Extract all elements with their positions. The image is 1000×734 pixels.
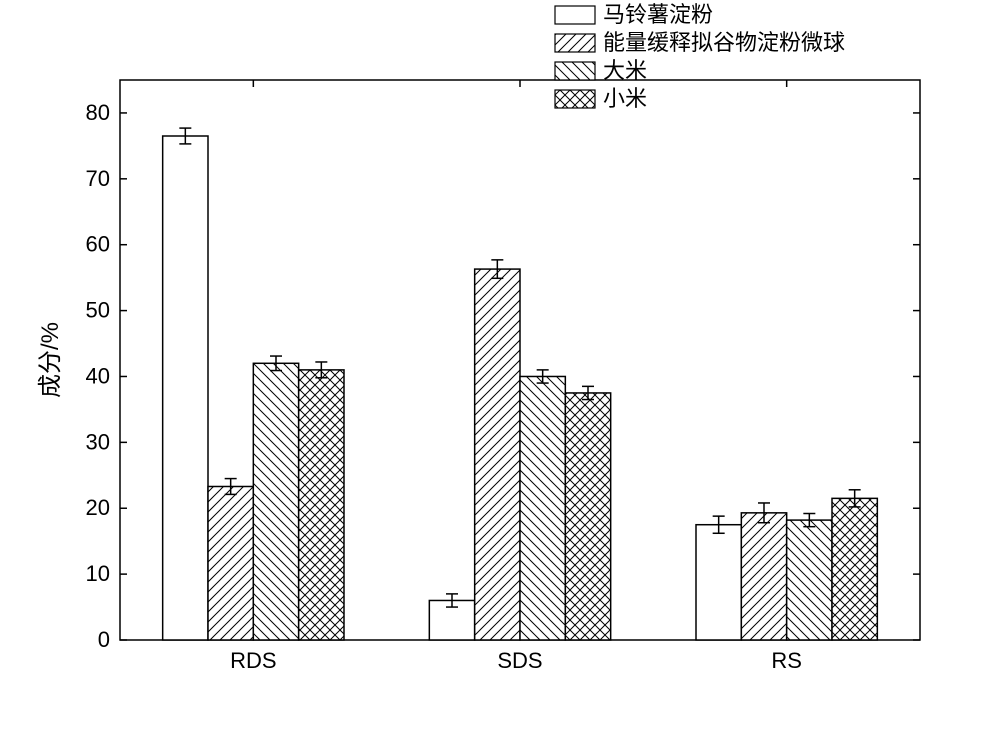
bar xyxy=(832,498,877,640)
legend-label: 大米 xyxy=(603,58,647,83)
svg-text:60: 60 xyxy=(86,232,110,257)
svg-text:20: 20 xyxy=(86,495,110,520)
svg-text:80: 80 xyxy=(86,100,110,125)
legend-swatch xyxy=(555,62,595,80)
bar xyxy=(208,486,253,640)
bar xyxy=(299,370,344,640)
svg-text:30: 30 xyxy=(86,429,110,454)
svg-text:40: 40 xyxy=(86,363,110,388)
svg-text:10: 10 xyxy=(86,561,110,586)
legend-swatch xyxy=(555,6,595,24)
legend-label: 能量缓释拟谷物淀粉微球 xyxy=(603,30,845,55)
x-tick-label: RS xyxy=(771,648,802,673)
legend-label: 马铃薯淀粉 xyxy=(603,2,713,27)
bar xyxy=(696,525,741,640)
chart-container: 0 10 20 30 40 50 60 70 80 成分/% RDS SDS RS 马铃薯淀粉能量缓释拟谷… xyxy=(0,0,1000,734)
bar xyxy=(787,520,832,640)
svg-text:70: 70 xyxy=(86,166,110,191)
x-tick-label: RDS xyxy=(230,648,276,673)
svg-text:0: 0 xyxy=(98,627,110,652)
bar xyxy=(520,376,565,640)
y-axis-label: 成分/% xyxy=(37,322,64,398)
legend-swatch xyxy=(555,34,595,52)
bar xyxy=(163,136,208,640)
bar xyxy=(253,363,298,640)
legend: 马铃薯淀粉能量缓释拟谷物淀粉微球大米小米 xyxy=(555,2,845,111)
svg-text:50: 50 xyxy=(86,298,110,323)
bar-chart: 0 10 20 30 40 50 60 70 80 成分/% RDS SDS RS 马铃薯淀粉能量缓释拟谷… xyxy=(0,0,1000,734)
bar xyxy=(565,393,610,640)
x-tick-label: SDS xyxy=(497,648,542,673)
legend-label: 小米 xyxy=(603,86,647,111)
legend-swatch xyxy=(555,90,595,108)
bar xyxy=(475,269,520,640)
bar xyxy=(741,513,786,640)
